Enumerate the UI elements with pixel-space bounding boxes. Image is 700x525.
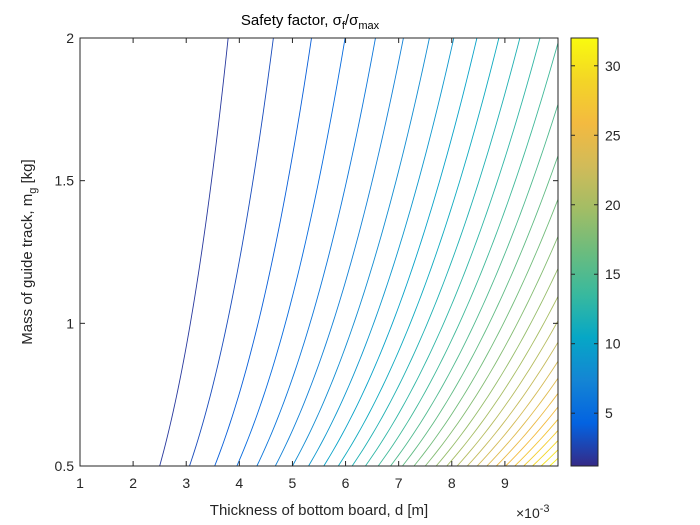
colorbar-tick-label: 20 bbox=[605, 197, 621, 213]
x-tick-label: 1 bbox=[76, 475, 84, 491]
contour-line-level-27 bbox=[514, 418, 559, 467]
x-axis-multiplier: ×10-3 bbox=[516, 503, 550, 521]
colorbar-tick-label: 10 bbox=[605, 336, 621, 352]
x-tick-label: 7 bbox=[395, 475, 403, 491]
contour-line-level-26 bbox=[505, 406, 559, 467]
plot-frame bbox=[79, 37, 559, 467]
contour-line-level-19 bbox=[435, 268, 559, 467]
contour-line-level-9 bbox=[308, 37, 455, 467]
y-tick-label: 1 bbox=[66, 315, 74, 331]
contour-line-level-2 bbox=[159, 37, 229, 467]
contour-line-level-21 bbox=[456, 320, 559, 467]
contour-line-level-8 bbox=[292, 37, 430, 467]
contour-line-level-16 bbox=[402, 155, 559, 467]
colorbar-tick-label: 5 bbox=[605, 405, 613, 421]
contour-line-level-25 bbox=[496, 393, 559, 467]
contour-line-level-3 bbox=[189, 37, 274, 467]
contour-lines bbox=[159, 37, 559, 467]
contour-line-level-14 bbox=[377, 42, 559, 467]
y-tick-label: 1.5 bbox=[55, 173, 75, 189]
contour-line-level-4 bbox=[214, 37, 312, 467]
y-axis-label: Mass of guide track, mg [kg] bbox=[19, 159, 39, 344]
x-tick-label: 6 bbox=[342, 475, 350, 491]
contour-line-level-31 bbox=[549, 457, 559, 467]
contour-line-level-22 bbox=[466, 342, 559, 467]
contour-line-level-17 bbox=[413, 199, 559, 467]
contour-line-level-23 bbox=[476, 361, 559, 467]
contour-line-level-20 bbox=[446, 296, 559, 467]
y-tick-label: 2 bbox=[66, 30, 74, 46]
plot-area bbox=[80, 38, 558, 466]
colorbar-tick-label: 25 bbox=[605, 127, 621, 143]
contour-line-level-10 bbox=[323, 37, 478, 467]
contour-line-level-15 bbox=[390, 104, 559, 467]
colorbar bbox=[570, 37, 599, 467]
contour-line-level-29 bbox=[532, 440, 559, 467]
x-axis-ticks: 1 2 3 4 5 6 7 8 9 bbox=[76, 38, 509, 491]
x-tick-label: 9 bbox=[501, 475, 509, 491]
contour-line-level-6 bbox=[256, 37, 376, 467]
chart-title: Safety factor, σf/σmax bbox=[241, 12, 380, 32]
colorbar-tick-label: 15 bbox=[605, 266, 621, 282]
contour-line-level-18 bbox=[424, 236, 559, 467]
x-tick-label: 2 bbox=[129, 475, 137, 491]
contour-line-level-11 bbox=[337, 37, 500, 467]
x-tick-label: 4 bbox=[235, 475, 243, 491]
contour-line-level-5 bbox=[236, 37, 346, 467]
contour-line-level-13 bbox=[365, 37, 541, 467]
colorbar-tick-label: 30 bbox=[605, 58, 621, 74]
contour-line-level-7 bbox=[274, 37, 404, 467]
contour-line-level-12 bbox=[351, 37, 521, 467]
x-tick-label: 8 bbox=[448, 475, 456, 491]
x-tick-label: 3 bbox=[182, 475, 190, 491]
y-tick-label: 0.5 bbox=[55, 458, 75, 474]
y-axis-ticks: 0.5 1 1.5 2 bbox=[55, 30, 558, 474]
contour-line-level-24 bbox=[486, 377, 559, 467]
colorbar-ticks: 5 10 15 20 25 30 bbox=[571, 58, 621, 421]
x-tick-label: 5 bbox=[289, 475, 297, 491]
contour-line-level-28 bbox=[523, 430, 559, 467]
x-axis-label: Thickness of bottom board, d [m] bbox=[210, 502, 428, 519]
